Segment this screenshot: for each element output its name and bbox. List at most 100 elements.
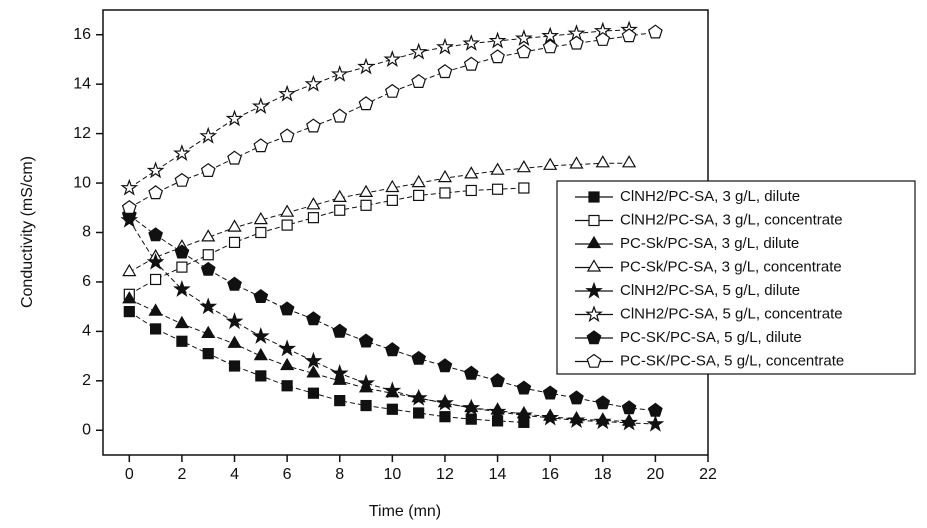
marker — [122, 291, 137, 304]
marker — [228, 236, 241, 248]
x-tick-label: 4 — [230, 466, 239, 483]
marker — [541, 408, 560, 426]
y-tick-label: 12 — [73, 125, 91, 142]
marker — [176, 261, 188, 273]
series-line — [129, 29, 630, 189]
marker — [357, 373, 375, 391]
marker — [542, 385, 558, 400]
marker — [383, 50, 402, 68]
marker — [386, 194, 398, 206]
marker — [304, 74, 323, 92]
y-tick-label: 10 — [73, 174, 91, 191]
marker — [567, 411, 586, 429]
marker — [491, 415, 504, 427]
marker — [174, 172, 190, 187]
legend-label: PC-SK/PC-SA, 5 g/L, dilute — [620, 329, 802, 346]
marker — [593, 412, 612, 430]
marker — [620, 413, 638, 431]
marker — [148, 185, 164, 200]
marker — [228, 360, 241, 372]
marker — [586, 330, 602, 345]
marker — [413, 189, 425, 202]
legend-label: ClNH2/PC-SA, 3 g/L, dilute — [620, 188, 800, 205]
marker — [173, 280, 191, 297]
x-tick-label: 20 — [646, 466, 664, 483]
marker — [514, 29, 533, 47]
marker — [585, 281, 603, 299]
marker — [225, 109, 244, 127]
legend-label: ClNH2/PC-SA, 3 g/L, concentrate — [620, 211, 843, 228]
marker — [176, 335, 188, 347]
legend-label: PC-SK/PC-SA, 5 g/L, concentrate — [620, 352, 844, 369]
marker — [281, 219, 293, 231]
marker — [516, 44, 532, 59]
marker — [227, 276, 242, 291]
marker — [647, 24, 663, 39]
marker — [516, 159, 531, 173]
marker — [330, 64, 349, 82]
marker — [439, 411, 451, 423]
marker — [278, 84, 297, 102]
marker — [386, 403, 398, 415]
marker — [306, 118, 321, 133]
series-line — [129, 298, 630, 423]
marker — [279, 301, 295, 316]
marker — [463, 365, 479, 380]
marker — [413, 407, 425, 419]
marker — [465, 413, 477, 425]
marker — [148, 227, 164, 242]
marker — [279, 128, 295, 143]
marker — [437, 64, 453, 79]
marker — [306, 365, 321, 378]
marker — [227, 219, 242, 232]
legend-label: PC-Sk/PC-SA, 3 g/L, concentrate — [620, 258, 842, 275]
marker — [490, 373, 505, 388]
marker — [463, 56, 479, 71]
y-tick-label: 0 — [82, 421, 91, 438]
marker — [334, 204, 346, 216]
legend-label: ClNH2/PC-SA, 5 g/L, concentrate — [620, 305, 843, 322]
marker — [542, 39, 558, 54]
marker — [332, 108, 348, 123]
marker — [384, 342, 400, 357]
marker — [122, 263, 137, 277]
marker — [541, 26, 560, 44]
marker — [385, 179, 400, 193]
marker — [306, 197, 321, 210]
marker — [199, 126, 218, 144]
marker — [225, 312, 244, 330]
marker — [174, 244, 190, 259]
marker — [437, 358, 453, 373]
marker — [360, 199, 372, 211]
marker — [411, 350, 427, 365]
marker — [253, 138, 269, 153]
y-tick-label: 14 — [73, 75, 91, 92]
x-tick-label: 0 — [125, 466, 134, 483]
series-line — [129, 31, 656, 209]
series-line — [129, 187, 524, 295]
marker — [439, 187, 451, 199]
marker — [569, 156, 584, 169]
legend-label: PC-Sk/PC-SA, 3 g/L, dilute — [620, 235, 799, 252]
legend-label: ClNH2/PC-SA, 5 g/L, dilute — [620, 282, 800, 299]
y-tick-label: 6 — [82, 273, 91, 290]
marker — [253, 211, 268, 225]
marker — [332, 323, 348, 338]
marker — [464, 166, 479, 179]
marker — [253, 289, 269, 303]
marker — [586, 259, 602, 272]
marker — [490, 162, 505, 175]
marker — [201, 229, 216, 242]
marker — [588, 191, 600, 203]
marker — [334, 395, 346, 407]
marker — [174, 315, 190, 329]
marker — [586, 235, 602, 249]
x-tick-label: 16 — [541, 466, 559, 483]
marker — [306, 311, 321, 326]
marker — [280, 204, 295, 217]
x-tick-label: 14 — [489, 466, 507, 483]
y-tick-label: 8 — [82, 224, 91, 241]
marker — [255, 226, 267, 239]
marker — [227, 150, 242, 165]
